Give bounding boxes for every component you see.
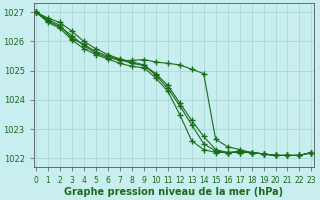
X-axis label: Graphe pression niveau de la mer (hPa): Graphe pression niveau de la mer (hPa) bbox=[64, 187, 283, 197]
